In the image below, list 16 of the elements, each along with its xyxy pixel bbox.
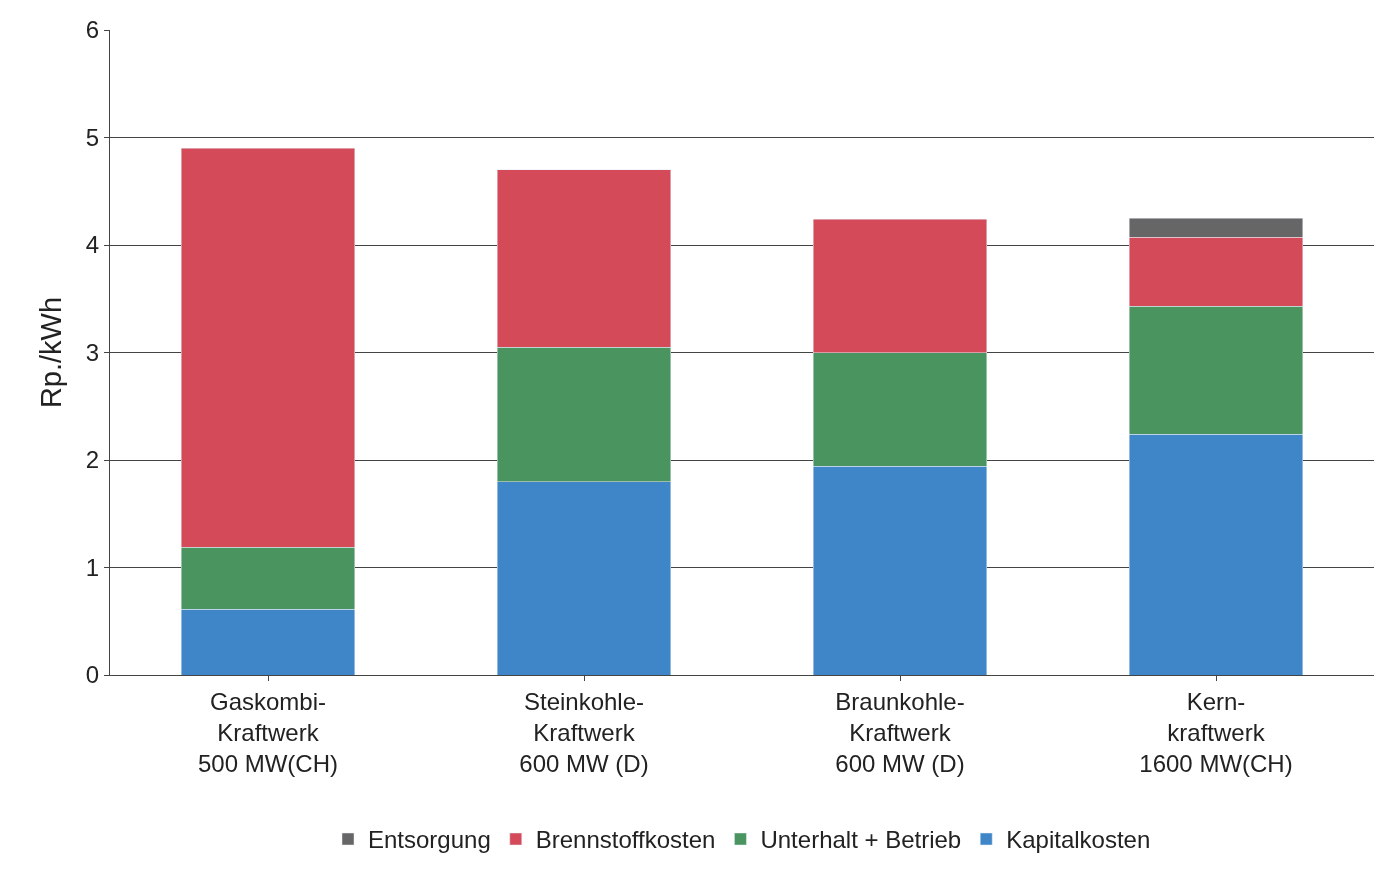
legend-label: Entsorgung bbox=[368, 826, 491, 854]
y-tick-label: 4 bbox=[85, 231, 100, 259]
x-tick-label: Kern- kraftwerk 1600 MW(CH) bbox=[1139, 687, 1293, 778]
legend-label: Unterhalt + Betrieb bbox=[760, 826, 962, 854]
x-tick-label: Steinkohle- Kraftwerk 600 MW (D) bbox=[519, 687, 649, 778]
y-tick-label: 0 bbox=[85, 661, 100, 689]
y-tick-label: 5 bbox=[85, 123, 100, 151]
x-tick-label: Braunkohle- Kraftwerk 600 MW (D) bbox=[835, 687, 965, 778]
y-tick-label: 3 bbox=[85, 338, 100, 366]
x-tick-label: Gaskombi- Kraftwerk 500 MW(CH) bbox=[197, 687, 339, 778]
legend-label: Kapitalkosten bbox=[1006, 826, 1151, 854]
y-tick-label: 6 bbox=[85, 16, 100, 44]
y-axis-title: Rp./kWh bbox=[35, 296, 68, 409]
y-tick-label: 1 bbox=[85, 553, 100, 581]
legend-label: Brennstoffkosten bbox=[535, 826, 716, 854]
y-tick-label: 2 bbox=[85, 446, 100, 474]
